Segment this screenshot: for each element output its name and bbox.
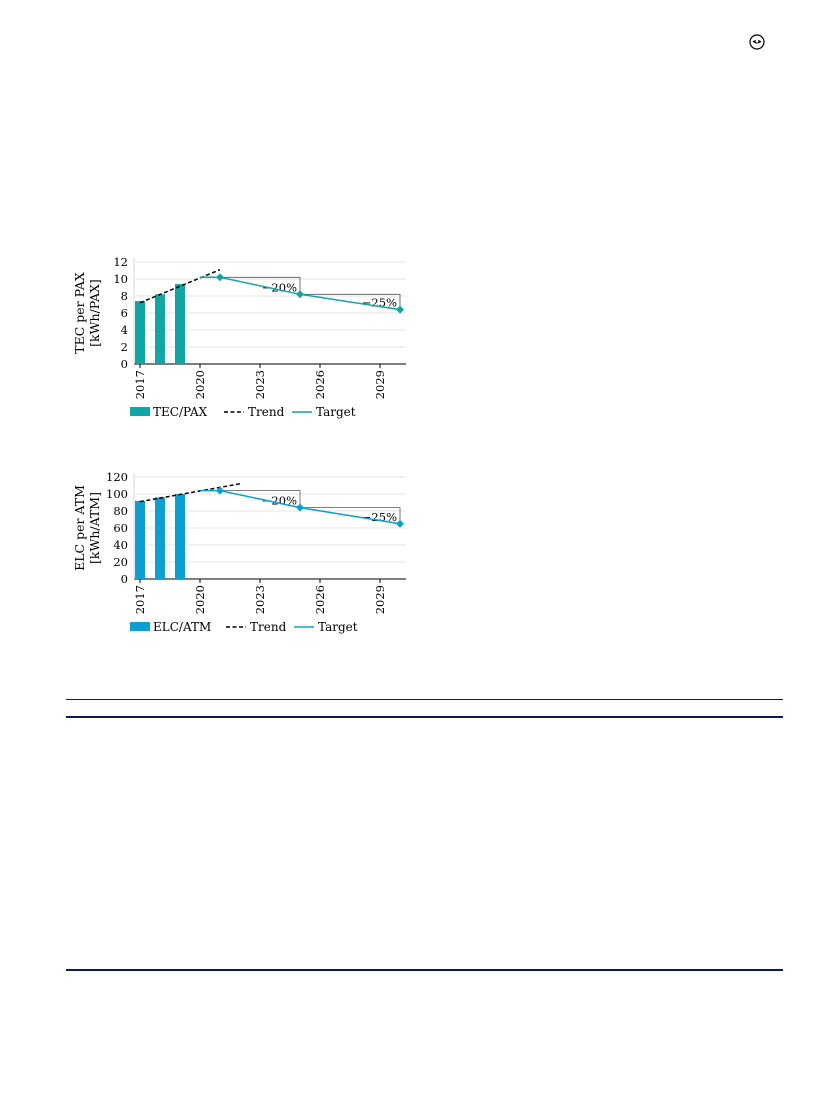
bar xyxy=(155,294,165,364)
x-tick-label: 2026 xyxy=(313,585,327,614)
y-tick-label: 12 xyxy=(113,255,128,269)
bar xyxy=(135,301,145,364)
y-tick-label: 6 xyxy=(121,306,128,320)
annotation-label: −25% xyxy=(362,296,397,310)
table-bottom-rule xyxy=(66,969,783,971)
target-point xyxy=(296,503,304,512)
x-tick-label: 2023 xyxy=(253,370,267,399)
target-line xyxy=(200,276,401,311)
y-tick-label: 20 xyxy=(113,555,128,569)
y-tick-label: 40 xyxy=(113,538,128,552)
y-tick-label: 2 xyxy=(121,340,128,354)
target-point xyxy=(216,486,224,495)
x-tick-label: 2029 xyxy=(373,585,387,614)
y-tick-label: 8 xyxy=(121,289,128,303)
legend-swatch-bar xyxy=(130,407,150,416)
legend-label: TEC/PAX xyxy=(153,405,208,419)
target-point xyxy=(216,273,224,282)
y-tick-label: 4 xyxy=(121,323,128,337)
y-tick-label: 80 xyxy=(113,504,128,518)
y-tick-label: 0 xyxy=(121,572,128,586)
legend-label: ELC/ATM xyxy=(153,620,211,634)
annotation-label: −25% xyxy=(362,510,397,524)
y-tick-label: 120 xyxy=(106,470,128,484)
target-line xyxy=(200,489,401,525)
tec-per-pax-chart: 0 2 4 6 8 10 12 2017 2020 2023 2026 2029 TEC per PAX… xyxy=(64,250,424,435)
chart-svg: 0 2 4 6 8 10 12 2017 2020 2023 2026 2029 TEC per PAX… xyxy=(72,255,406,419)
target-point xyxy=(296,290,304,299)
annotation-bracket xyxy=(220,276,301,295)
x-tick-label: 2026 xyxy=(313,370,327,399)
elc-per-atm-chart: 0 20 40 60 80 100 120 2017 2020 2023 2026 2029 ELC p… xyxy=(64,465,424,650)
y-tick-label: 60 xyxy=(113,521,128,535)
target-point xyxy=(396,519,404,528)
trend-line xyxy=(139,268,221,304)
annotation-bracket xyxy=(300,293,401,310)
legend-label: Trend xyxy=(248,405,285,419)
x-tick-label: 2029 xyxy=(373,370,387,399)
bar xyxy=(175,284,185,364)
y-tick-label: 100 xyxy=(106,487,128,501)
legend-swatch-bar xyxy=(130,622,150,631)
legend-label: Target xyxy=(316,405,356,419)
bar xyxy=(135,500,145,579)
target-point xyxy=(396,305,404,314)
x-tick-label: 2017 xyxy=(133,585,147,614)
x-tick-label: 2020 xyxy=(193,370,207,399)
table-header-rule xyxy=(66,716,783,718)
y-axis-unit-label: [kWh/ATM] xyxy=(87,492,102,564)
x-tick-label: 2017 xyxy=(133,370,147,399)
bar xyxy=(175,494,185,579)
x-tick-label: 2023 xyxy=(253,585,267,614)
y-tick-label: 10 xyxy=(113,272,128,286)
table-top-rule xyxy=(66,699,783,700)
annotation-bracket xyxy=(300,507,401,524)
y-axis-unit-label: [kWh/PAX] xyxy=(87,279,102,347)
legend-label: Trend xyxy=(250,620,287,634)
bar xyxy=(155,497,165,579)
chart-svg: 0 20 40 60 80 100 120 2017 2020 2023 2026 2029 ELC p… xyxy=(72,470,406,634)
annotation-bracket xyxy=(220,490,301,508)
y-axis-label: TEC per PAX xyxy=(72,272,87,354)
y-tick-label: 0 xyxy=(121,357,128,371)
annotation-label: −20% xyxy=(262,494,297,508)
x-tick-label: 2020 xyxy=(193,585,207,614)
annotation-label: −20% xyxy=(262,280,297,294)
trend-line xyxy=(139,483,241,503)
circle-emblem-icon xyxy=(749,34,765,50)
legend-label: Target xyxy=(318,620,358,634)
y-axis-label: ELC per ATM xyxy=(72,485,87,571)
